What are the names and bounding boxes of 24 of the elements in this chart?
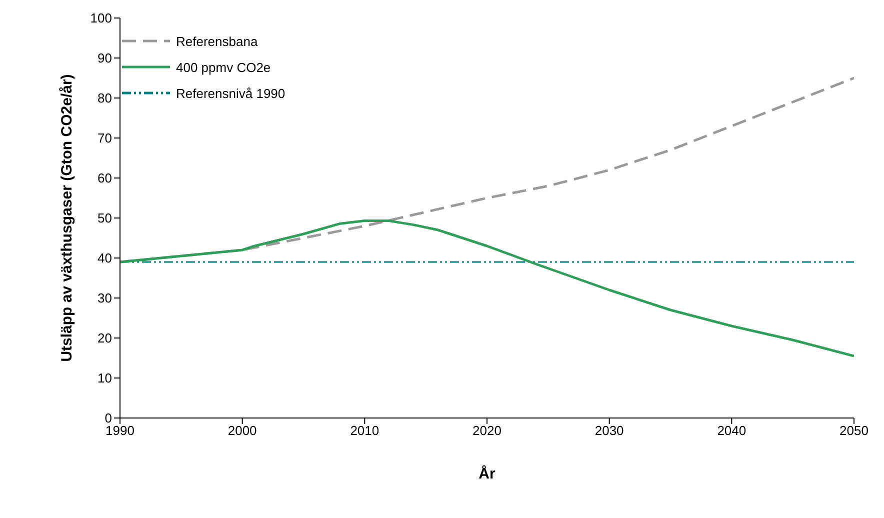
y-tick-label: 50 (98, 210, 112, 226)
y-tick-label: 0 (104, 410, 112, 426)
line-series (120, 220, 854, 358)
y-tick-label: 100 (90, 10, 112, 26)
x-tick-label: 2040 (717, 423, 746, 438)
y-tick-label: 70 (98, 130, 112, 146)
legend-label: Referensnivå 1990 (176, 86, 286, 100)
y-tick-label: 80 (98, 90, 112, 106)
y-tick-label: 40 (98, 250, 112, 266)
x-tick-label: 2010 (350, 423, 380, 438)
x-tick-label: 2000 (228, 423, 257, 438)
y-tick-label: 30 (98, 290, 112, 306)
y-tick-label: 60 (98, 170, 112, 186)
y-axis-title: Utsläpp av växthusgaser (Gton CO2e/år) (58, 74, 76, 362)
x-tick-label: 1990 (106, 423, 134, 438)
x-tick-label: 2050 (840, 423, 868, 438)
legend-label: 400 ppmv CO2e (176, 60, 271, 74)
x-tick-label: 2030 (594, 423, 624, 438)
x-axis-title: År (478, 464, 496, 483)
y-tick-label: 90 (98, 50, 112, 66)
x-tick-label: 2020 (472, 423, 502, 438)
y-tick-label: 10 (98, 370, 112, 386)
y-tick-label: 20 (98, 330, 112, 346)
legend-label: Referensbana (176, 34, 258, 48)
